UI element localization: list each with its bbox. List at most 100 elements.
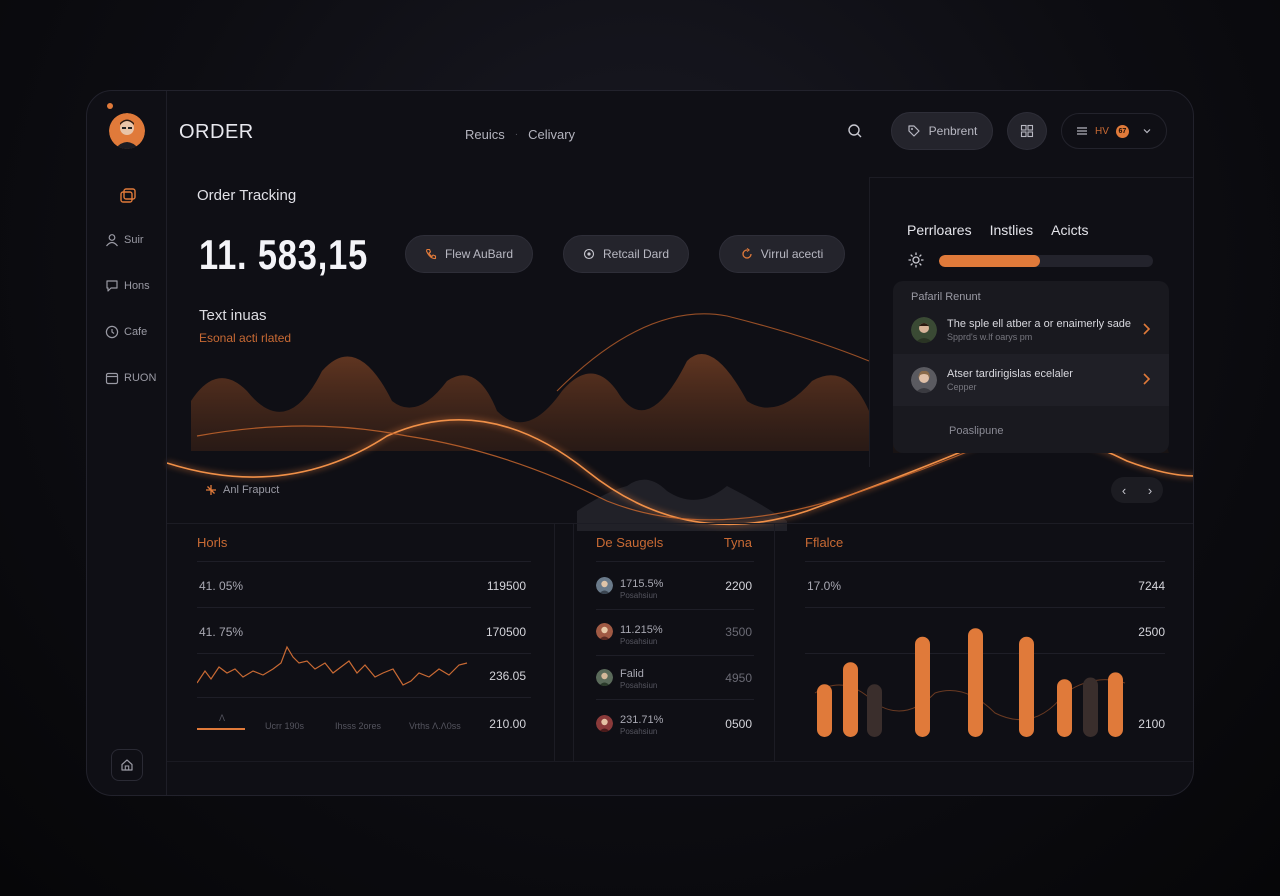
action-button-1[interactable]: Flew AuBard xyxy=(405,235,533,273)
action-label: Flew AuBard xyxy=(444,247,514,261)
row-divider xyxy=(197,607,531,608)
nav-link-celivary[interactable]: Celivary xyxy=(528,127,576,142)
axis-tick: Ihsss 2ores xyxy=(335,721,382,731)
project-label: Anl Frapuct xyxy=(223,484,280,496)
row-value: 2100 xyxy=(1138,717,1165,731)
list-item-title: The sple ell atber a or enaimerly sade xyxy=(947,318,1132,330)
sidebar-item-label: Cafe xyxy=(124,326,148,338)
menu-icon xyxy=(1077,127,1087,135)
next-button[interactable]: › xyxy=(1147,482,1153,498)
chevron-right-icon xyxy=(1143,323,1151,335)
row-divider xyxy=(197,697,531,698)
wave-chart-caption: Esonal acti rlated xyxy=(199,331,292,345)
bar xyxy=(1108,672,1123,737)
penbrent-button[interactable]: Penbrent xyxy=(891,112,993,150)
avatar xyxy=(911,367,937,393)
layers-icon xyxy=(120,188,136,203)
row-label: 17.0% xyxy=(807,579,842,593)
sidebar-item-label: Hons xyxy=(124,280,150,292)
row-value: 3500 xyxy=(725,625,752,639)
search-icon[interactable] xyxy=(847,123,863,139)
add-project-button[interactable]: Anl Frapuct xyxy=(205,484,279,496)
sync-icon xyxy=(742,248,752,259)
order-total: 11. 583,15 xyxy=(199,231,369,278)
chevron-right-icon xyxy=(1143,373,1151,385)
avatar xyxy=(596,669,613,686)
bar xyxy=(867,684,882,737)
sidebar-item-hons[interactable]: Hons xyxy=(105,279,150,293)
row-divider xyxy=(197,561,531,562)
list-item-subtitle: Spprd's w.lf oarys pm xyxy=(947,332,1033,342)
right-tabs: Perrloares Instlies Acicts xyxy=(907,222,1089,238)
tab-instlies[interactable]: Instlies xyxy=(989,222,1034,238)
row-divider xyxy=(197,653,531,654)
notification-badge: 67 xyxy=(1115,124,1129,138)
action-button-3[interactable]: Virrul acecti xyxy=(719,235,845,273)
sparkle-icon xyxy=(206,485,216,495)
user-avatar[interactable] xyxy=(107,103,145,149)
avatar xyxy=(596,577,613,594)
row-label: 231.71% xyxy=(620,714,664,726)
wave-chart-title: Text inuas xyxy=(199,307,267,324)
home-button[interactable] xyxy=(111,749,143,781)
row-value: 2500 xyxy=(1138,625,1165,639)
avatar xyxy=(596,623,613,640)
tab-perrloares[interactable]: Perrloares xyxy=(907,222,972,238)
row-value: 210.00 xyxy=(489,717,526,731)
avatar-image xyxy=(109,113,145,149)
target-icon xyxy=(583,248,595,260)
list-item[interactable]: The sple ell atber a or enaimerly sade S… xyxy=(893,304,1169,356)
row-divider xyxy=(805,653,1165,654)
row-label: 41. 05% xyxy=(199,579,244,593)
list-item[interactable]: Atser tardirigislas ecelaler Cepper xyxy=(893,354,1169,406)
axis-tick: Λ xyxy=(219,713,226,723)
tag-icon xyxy=(908,125,920,137)
gear-icon[interactable] xyxy=(907,251,925,269)
row-sub: Posahsiun xyxy=(620,727,658,736)
recent-list: Pafaril Renunt The sple ell atber a or e… xyxy=(893,281,1169,453)
row-value: 4950 xyxy=(725,671,752,685)
sidebar-item-orders[interactable] xyxy=(119,187,137,205)
row-divider xyxy=(596,699,754,700)
list-item-subtitle: Cepper xyxy=(947,382,977,392)
penbrent-label: Penbrent xyxy=(928,124,978,138)
progress-bar xyxy=(939,255,1153,267)
sidebar: Suir Hons Cafe RUON xyxy=(87,91,167,795)
bar xyxy=(817,684,832,737)
recent-list-title: Pafaril Renunt xyxy=(911,291,981,303)
prev-button[interactable]: ‹ xyxy=(1121,482,1127,498)
bar xyxy=(915,636,930,737)
panel-title: Fflalce xyxy=(805,535,844,550)
app-logo: ORDER xyxy=(179,121,254,143)
row-divider xyxy=(805,561,1165,562)
row-label: Falid xyxy=(620,668,644,680)
panel-fflalce: Fflalce 17.0% 7244 2500 2100 xyxy=(775,523,1193,761)
panel-de-saugels: De Saugels Tyna 1715.5% Posahsiun 2200 1… xyxy=(573,523,775,761)
recent-list-footer: Poaslipune xyxy=(949,425,1004,437)
action-button-2[interactable]: Retcail Dard xyxy=(563,235,689,273)
row-label: 1715.5% xyxy=(620,578,664,590)
user-menu[interactable]: HV 67 xyxy=(1061,113,1167,149)
row-value: 170500 xyxy=(485,625,526,639)
grid-icon xyxy=(1020,124,1034,138)
axis-highlight xyxy=(197,728,245,730)
avatar xyxy=(911,317,937,343)
bar xyxy=(1057,679,1072,737)
sidebar-item-ruon[interactable]: RUON xyxy=(105,371,156,385)
apps-button[interactable] xyxy=(1007,112,1047,150)
panel-title: Horls xyxy=(197,535,228,550)
phone-icon xyxy=(425,248,437,260)
home-icon xyxy=(121,759,133,771)
panel-title: De Saugels xyxy=(596,535,664,550)
chat-icon xyxy=(106,280,118,292)
divider xyxy=(167,761,1193,762)
nav-link-reuics[interactable]: Reuics xyxy=(465,127,505,142)
section-title: Order Tracking xyxy=(197,187,297,204)
sidebar-item-suir[interactable]: Suir xyxy=(105,233,144,247)
tab-acicts[interactable]: Acicts xyxy=(1051,222,1089,238)
row-value: 0500 xyxy=(725,717,752,731)
row-value: 236.05 xyxy=(489,669,526,683)
notification-dot xyxy=(107,103,113,109)
sidebar-item-cafe[interactable]: Cafe xyxy=(105,325,147,339)
row-divider xyxy=(596,561,754,562)
